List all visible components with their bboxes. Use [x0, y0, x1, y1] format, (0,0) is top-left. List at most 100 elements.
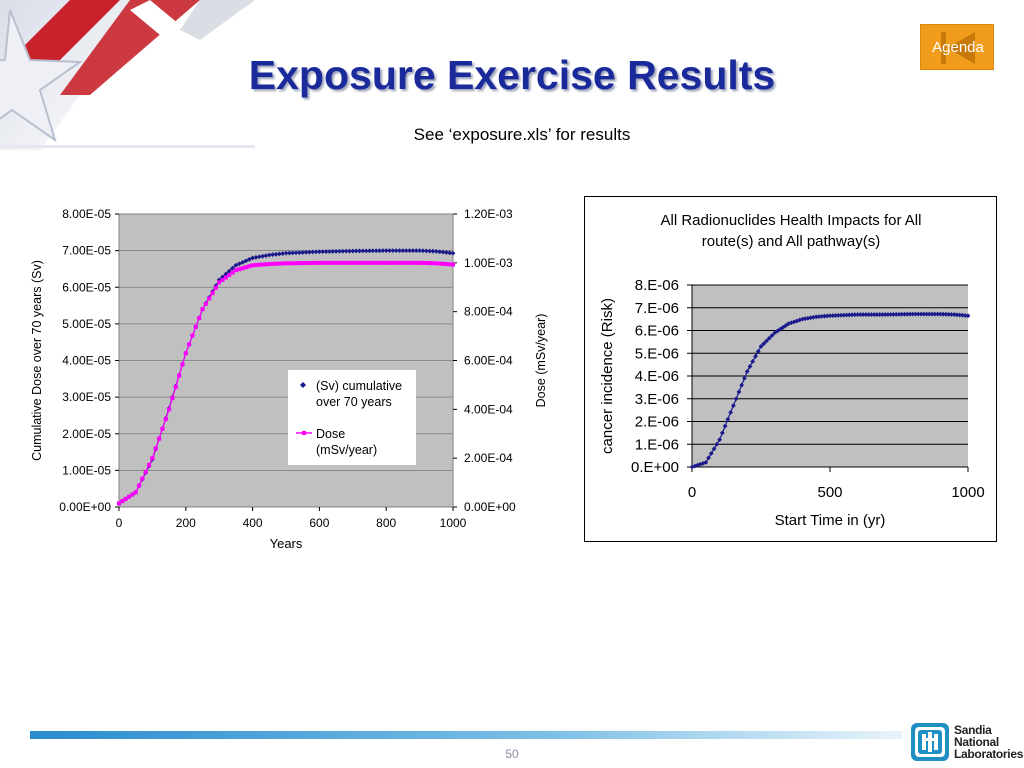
data-point-risk: [703, 460, 709, 465]
data-point-risk: [772, 330, 778, 336]
data-point-risk: [695, 462, 700, 468]
data-point-dose: [130, 492, 135, 497]
data-point-dose: [370, 260, 375, 265]
y-tick-label: 5.E-06: [635, 345, 679, 362]
data-point-risk: [692, 463, 698, 469]
data-point-risk: [857, 312, 863, 317]
data-point-risk: [965, 313, 971, 319]
data-point-dose: [367, 260, 372, 265]
data-point-risk: [819, 313, 825, 319]
y-tick-label: 5.00E-05: [62, 317, 111, 331]
data-point-risk: [764, 338, 769, 344]
data-point-dose: [417, 260, 422, 265]
legend-label-cumulative: (Sv) cumulative over 70 years: [316, 379, 402, 409]
data-point-cumulative: [387, 248, 392, 254]
data-point-dose: [180, 362, 185, 367]
data-point-risk: [733, 396, 739, 402]
data-point-dose: [143, 469, 148, 474]
data-point-cumulative: [443, 250, 449, 255]
data-point-dose: [203, 301, 208, 306]
y-tick-label: 3.00E-05: [62, 390, 111, 404]
risk-chart-frame: All Radionuclides Health Impacts for All…: [584, 196, 997, 542]
data-point-cumulative: [407, 248, 412, 254]
data-point-risk: [888, 312, 894, 317]
data-point-cumulative: [226, 268, 232, 274]
data-point-dose: [360, 260, 365, 265]
data-point-cumulative: [427, 248, 433, 254]
data-point-dose: [451, 262, 455, 267]
data-point-dose: [240, 266, 245, 271]
y-tick-label: 8.00E-05: [62, 207, 111, 221]
data-point-risk: [904, 311, 910, 317]
data-point-risk: [874, 312, 880, 317]
data-point-risk: [951, 312, 957, 317]
data-point-risk: [744, 369, 750, 374]
data-point-cumulative: [246, 257, 252, 262]
data-point-risk: [805, 315, 811, 321]
data-point-risk: [719, 430, 725, 436]
logo-line-1: Sandia: [954, 723, 992, 737]
data-point-cumulative: [450, 250, 456, 256]
data-point-dose: [404, 260, 409, 265]
y-tick-label: 3.E-06: [635, 391, 679, 408]
y-tick-label: 2.E-06: [635, 414, 679, 431]
y-tick-label: 4.E-06: [635, 368, 679, 385]
y2-tick-label: 6.00E-04: [464, 354, 513, 368]
data-point-risk: [849, 312, 855, 318]
data-point-risk: [758, 344, 764, 349]
y2-axis-label: Dose (mSv/year): [534, 314, 548, 408]
x-tick-label: 0: [116, 516, 123, 530]
dose-chart: 0.00E+00 1.00E-05 2.00E-05 3.00E-05 4.00E-05…: [30, 207, 548, 551]
data-point-dose: [137, 483, 142, 488]
agenda-button[interactable]: Agenda: [920, 24, 994, 70]
legend-label-cumulative-line1: (Sv) cumulative: [316, 379, 402, 393]
y2-tick-label: 1.20E-03: [464, 207, 513, 221]
data-point-dose: [407, 260, 412, 265]
data-point-risk: [706, 455, 711, 461]
legend-box: [288, 370, 416, 465]
data-point-risk: [761, 341, 767, 347]
x-tick-label: 200: [176, 516, 196, 530]
back-arrow-icon: [941, 32, 975, 64]
slide-title: Exposure Exercise Results: [248, 52, 776, 98]
data-point-cumulative: [240, 259, 245, 265]
data-point-risk: [835, 312, 841, 318]
data-point-dose: [223, 275, 228, 280]
data-point-dose: [347, 260, 352, 265]
data-point-risk: [717, 437, 722, 443]
data-point-cumulative: [390, 248, 396, 254]
data-point-risk: [885, 312, 891, 317]
data-point-dose: [330, 260, 335, 265]
data-point-cumulative: [373, 248, 379, 254]
data-point-cumulative: [216, 277, 222, 283]
data-point-cumulative: [397, 248, 402, 254]
data-point-risk: [844, 312, 849, 318]
data-point-cumulative: [430, 248, 436, 254]
data-point-dose: [193, 324, 198, 329]
data-point-cumulative: [327, 249, 332, 254]
risk-chart: All Radionuclides Health Impacts for All…: [599, 212, 985, 529]
data-point-risk: [907, 311, 913, 317]
data-point-risk: [902, 311, 907, 317]
data-point-cumulative: [393, 248, 399, 254]
y-tick-label: 8.E-06: [635, 277, 679, 294]
legend-marker-cumulative: [300, 382, 306, 388]
y-tick-label: 7.E-06: [635, 300, 679, 317]
data-point-dose: [357, 260, 362, 265]
data-point-risk: [929, 311, 935, 317]
data-point-dose: [430, 261, 435, 266]
data-point-dose: [243, 265, 248, 270]
data-point-risk: [866, 312, 872, 317]
x-tick-label: 800: [376, 516, 396, 530]
data-point-cumulative: [410, 248, 416, 254]
data-point-risk: [755, 349, 761, 354]
data-point-cumulative: [403, 248, 409, 254]
logo-line-3: Laboratories: [954, 747, 1024, 761]
data-point-dose: [207, 296, 212, 301]
data-point-risk: [863, 312, 869, 317]
y2-tick-label: 4.00E-04: [464, 402, 513, 416]
agenda-label: Agenda: [932, 39, 984, 56]
data-point-cumulative: [233, 262, 239, 268]
data-point-dose: [163, 417, 168, 422]
x-axis-label: Start Time in (yr): [775, 512, 886, 529]
